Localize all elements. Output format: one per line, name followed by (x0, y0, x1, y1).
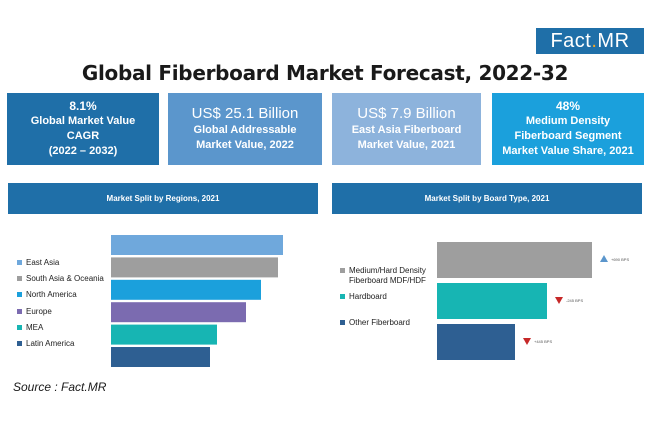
legend-swatch (340, 268, 345, 273)
legend-label: Medium/Hard Density Fiberboard MDF/HDF (349, 266, 426, 285)
legend-swatch (340, 320, 345, 325)
board-type-chart-title: Market Split by Board Type, 2021 (332, 183, 642, 214)
stat-card-east-asia-value: US$ 7.9 Billion East Asia Fiberboard Mar… (332, 93, 481, 165)
legend-item: Latin America (17, 339, 74, 348)
legend-item: Medium/Hard Density Fiberboard MDF/HDF (340, 266, 426, 286)
bar-latin-america (111, 347, 210, 367)
triangle-down-icon (523, 338, 531, 345)
stat-value: 8.1% (69, 99, 97, 113)
stat-value: US$ 25.1 Billion (191, 105, 299, 122)
legend-label: North America (26, 290, 77, 300)
legend-label: MEA (26, 322, 44, 332)
stat-description: Global Market Value CAGR (2022 – 2032) (30, 115, 136, 157)
legend-item: East Asia (17, 258, 59, 267)
bar-north-america (111, 279, 261, 300)
bps-change-label: +445 BPS (534, 339, 552, 344)
legend-label: East Asia (26, 258, 60, 267)
legend-label: Other Fiberboard (349, 318, 410, 327)
legend-swatch (340, 294, 345, 299)
legend-swatch (17, 276, 22, 282)
stat-description: Medium Density Fiberboard Segment Market… (502, 115, 634, 157)
legend-item: MEA (17, 323, 43, 332)
legend-swatch (17, 341, 22, 346)
stat-card-mdf-share: 48% Medium Density Fiberboard Segment Ma… (492, 93, 644, 165)
source-note: Source : Fact.MR (13, 380, 107, 394)
legend-swatch (17, 292, 22, 298)
legend-swatch (17, 308, 22, 314)
regions-chart-title: Market Split by Regions, 2021 (8, 183, 318, 214)
bps-change-label: -245 BPS (566, 298, 583, 303)
legend-item: Other Fiberboard (340, 318, 410, 328)
triangle-down-icon (555, 297, 563, 304)
legend-label: Latin America (26, 339, 75, 348)
stat-description: Global Addressable Market Value, 2022 (193, 124, 297, 151)
stat-description: East Asia Fiberboard Market Value, 2021 (351, 124, 462, 151)
stat-card-cagr: 8.1% Global Market Value CAGR (2022 – 20… (7, 93, 159, 165)
bar-south-asia-oceania (111, 257, 278, 278)
legend-item: Europe (17, 307, 52, 316)
legend-label: Europe (26, 306, 52, 316)
bar-board-type-1 (437, 283, 547, 319)
legend-label: South Asia & Oceania (26, 274, 104, 284)
legend-item: South Asia & Oceania (17, 274, 104, 283)
stat-value: US$ 7.9 Billion (357, 105, 456, 122)
bps-change-label: +690 BPS (611, 257, 629, 262)
page-title: Global Fiberboard Market Forecast, 2022-… (81, 61, 569, 85)
bar-europe (111, 302, 246, 323)
fact-mr-logo: Fact. MR (536, 28, 644, 54)
bar-mea (111, 324, 217, 345)
stat-value: 48% (555, 99, 581, 113)
legend-item: North America (17, 290, 77, 299)
legend-label: Hardboard (349, 292, 387, 301)
bar-board-type-0 (437, 242, 592, 278)
bar-east-asia (111, 235, 283, 255)
legend-item: Hardboard (340, 292, 387, 302)
bar-board-type-2 (437, 324, 515, 360)
triangle-up-icon (600, 255, 608, 262)
legend-swatch (17, 260, 22, 265)
legend-swatch (17, 324, 22, 330)
stat-card-addressable-market: US$ 25.1 Billion Global Addressable Mark… (168, 93, 322, 165)
